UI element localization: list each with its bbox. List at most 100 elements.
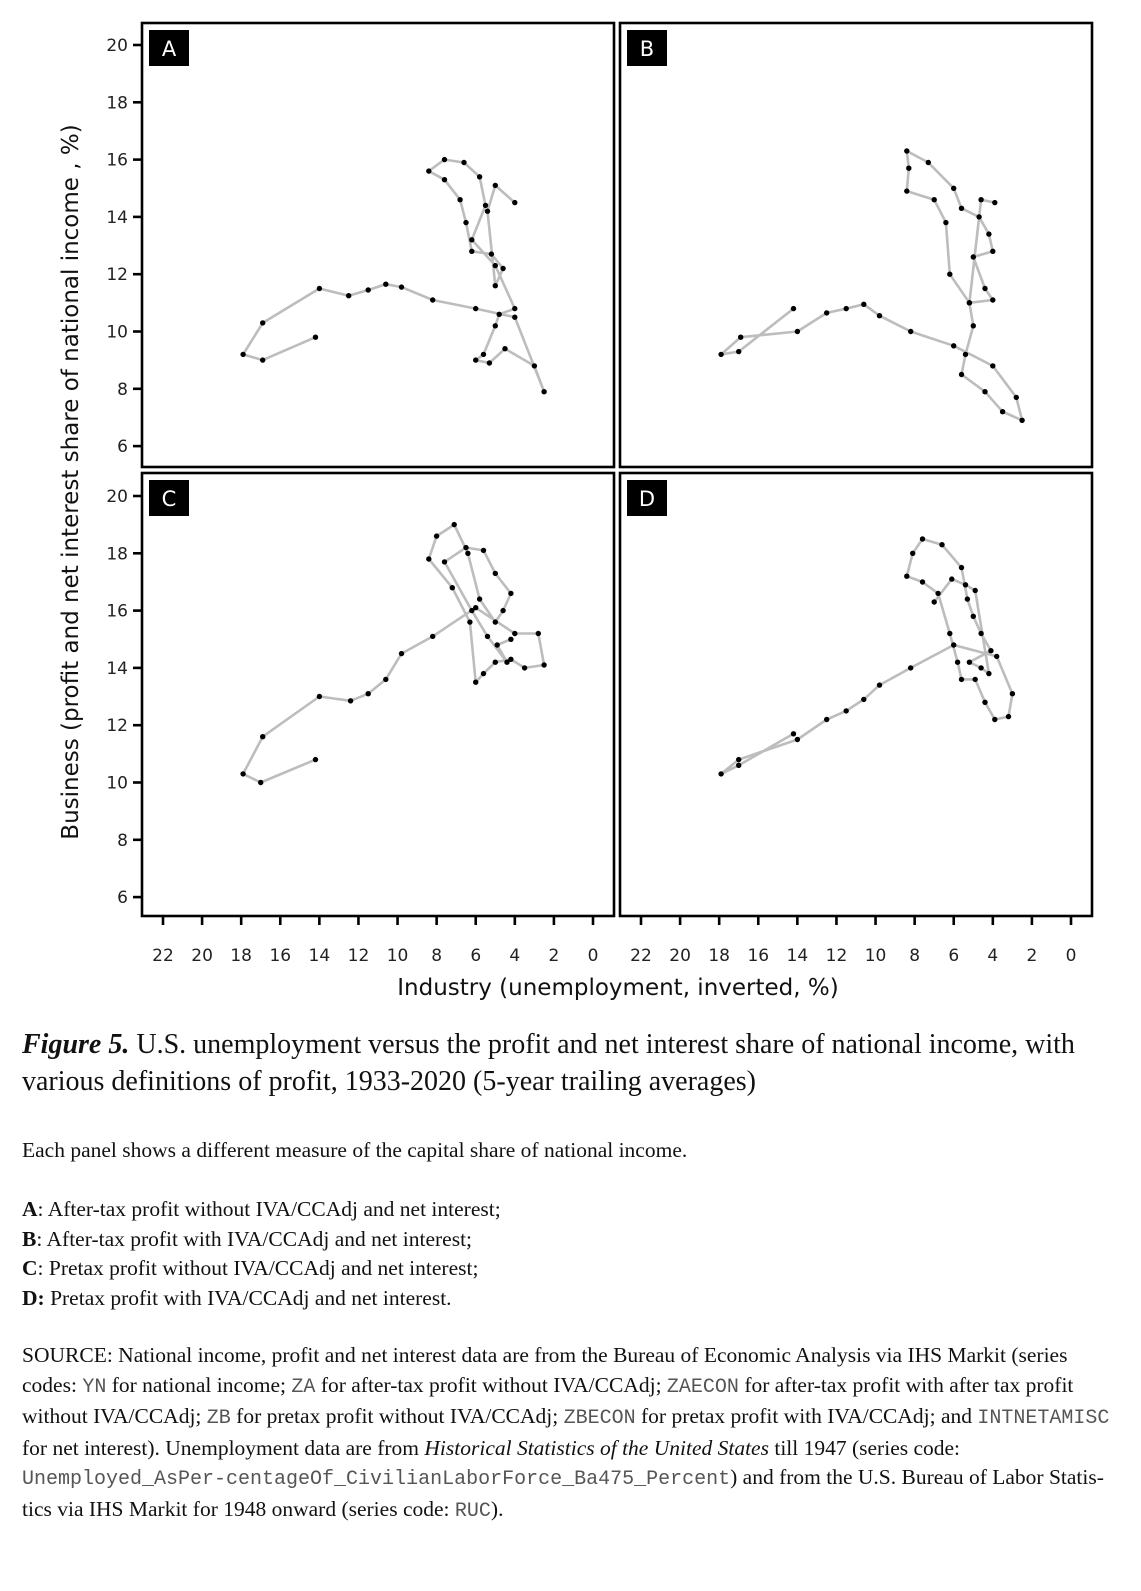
panel-tag-label: A [162,37,177,61]
x-tick-label: 12 [348,946,370,966]
x-tick-label: 22 [152,946,174,966]
data-point [433,533,440,539]
data-point [486,360,493,366]
data-point [919,536,926,542]
panel-b: B [618,21,1094,469]
data-point [951,185,957,191]
data-point [484,208,491,214]
data-point [492,323,498,329]
series-code: ZBECON [563,1407,636,1430]
series-code: YN [82,1375,107,1399]
data-point [492,659,498,665]
data-point [1019,417,1025,423]
x-tick-label: 8 [909,946,920,966]
data-point [480,351,487,358]
x-tick-label: 0 [588,946,599,966]
panel-tag [627,480,667,516]
data-point [441,156,448,163]
data-point [904,188,910,194]
x-tick-label: 10 [387,946,409,966]
data-point [790,731,797,737]
x-tick-label: 12 [826,946,848,966]
data-point [426,556,432,562]
data-point [994,653,1000,660]
x-tick-label: 18 [708,946,730,966]
data-point [521,665,528,671]
data-point [469,237,475,243]
data-point [736,756,742,763]
data-point [465,550,471,556]
y-tick-label: 14 [106,208,128,228]
panel-tag-label: D [639,487,655,511]
data-point [476,174,483,180]
y-axis-title: Business (profit and net interest share … [58,124,84,839]
data-point [986,670,992,677]
data-point [824,716,830,723]
data-point [976,214,982,220]
data-point [1005,713,1012,720]
data-point [966,659,973,665]
y-tick-label: 18 [106,544,128,564]
data-point [738,334,744,340]
y-tick-label: 6 [117,888,128,908]
data-point [939,542,945,548]
series-code: ZAECON [666,1375,739,1399]
data-point [951,642,957,648]
series-code: RUC [454,1499,491,1523]
data-point [508,590,514,597]
data-point [908,665,914,671]
data-point [260,357,266,363]
data-point [919,579,926,585]
data-point [978,665,984,671]
data-point [541,389,547,395]
data-point [999,409,1006,415]
data-point [346,293,352,299]
panel-a: A [140,21,616,469]
data-point [492,619,498,625]
data-point [531,363,538,369]
data-point [383,676,389,683]
panel-definitions: A: After-tax profit without IVA/CCAdj an… [22,1195,1122,1313]
data-point [958,205,965,211]
source-title: Historical Statistics of the United Stat… [424,1435,769,1460]
data-point [492,283,498,289]
data-point [480,547,487,554]
y-tick-label: 6 [117,437,128,457]
data-point [347,698,354,704]
y-tick-label: 20 [106,36,128,56]
data-point [541,662,547,668]
data-point [958,371,965,378]
panel-tag [627,30,667,66]
data-point [461,159,467,166]
data-point [484,633,491,640]
x-tick-label: 16 [269,946,291,966]
definition-b: B: After-tax profit with IVA/CCAdj and n… [22,1226,473,1251]
data-point [992,199,998,206]
data-point [962,582,969,588]
y-tick-label: 16 [106,151,128,171]
panel-tag-label: B [640,37,654,61]
data-point [441,559,448,565]
data-point [469,248,475,254]
y-tick-label: 10 [106,774,128,794]
data-point [502,346,508,352]
figure-label: Figure 5. [22,1029,130,1060]
data-point [970,254,976,260]
data-point [476,596,483,602]
data-point [492,570,498,577]
x-tick-label: 20 [191,946,213,966]
data-point [958,564,965,571]
source-note: SOURCE: National income, profit and net … [22,1343,1110,1523]
y-tick-label: 10 [106,323,128,343]
data-point [931,599,937,605]
series-code: INTNETAMISC [977,1407,1110,1430]
data-point [383,281,389,287]
x-tick-label: 14 [787,946,809,966]
x-axis-left: 22 20 18 16 14 12 10 8 6 4 2 0 [152,916,598,966]
data-point [982,389,988,395]
data-point [925,159,931,166]
x-tick-label: 2 [548,946,559,966]
data-point [316,693,323,700]
data-point [990,248,996,254]
